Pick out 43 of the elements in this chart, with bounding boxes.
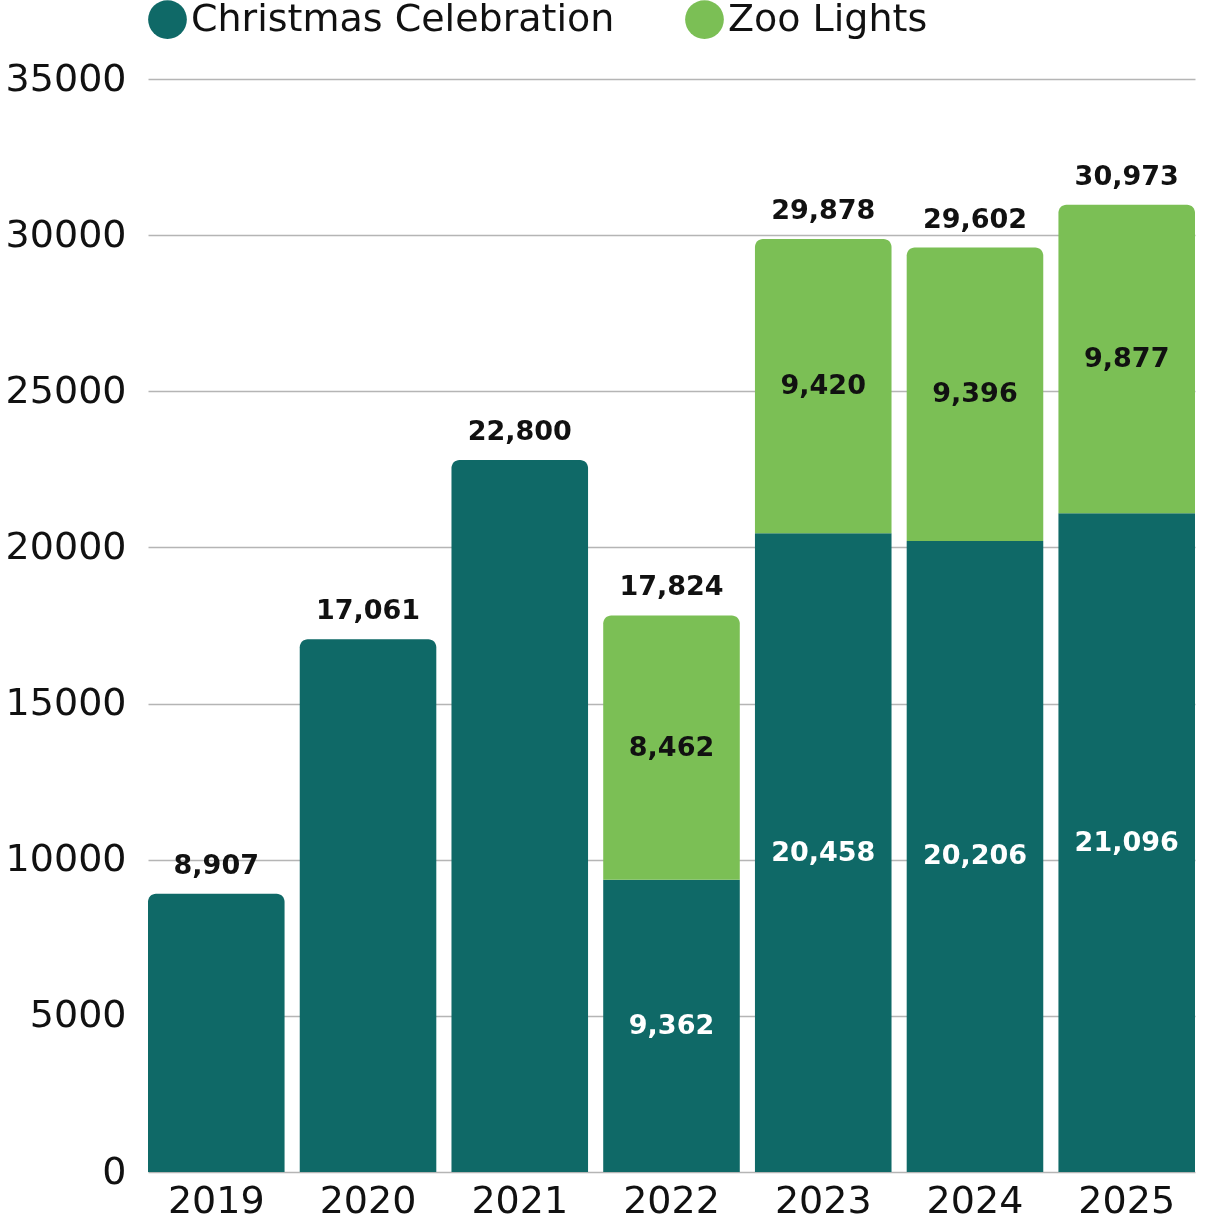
bar <box>754 533 892 1172</box>
y-tick-label: 15000 <box>5 680 127 725</box>
x-tick-label: 2019 <box>167 1177 265 1222</box>
bar <box>906 247 1044 541</box>
y-tick-label: 30000 <box>5 211 127 256</box>
y-tick-label: 25000 <box>5 367 127 412</box>
bar <box>754 238 892 534</box>
bar <box>1058 513 1195 1172</box>
bar <box>603 879 740 1172</box>
x-tick-label: 2024 <box>926 1177 1024 1222</box>
legend-label: Christmas Celebration <box>191 0 615 40</box>
bar <box>451 459 589 1172</box>
bar <box>299 639 437 1172</box>
data-label: 20,458 <box>771 835 876 867</box>
total-label: 30,973 <box>1074 159 1179 191</box>
x-tick-label: 2020 <box>319 1177 417 1222</box>
total-label: 17,061 <box>315 594 421 626</box>
bar <box>603 615 740 880</box>
total-label: 8,907 <box>173 848 259 880</box>
total-label: 29,878 <box>771 193 876 225</box>
y-tick-label: 5000 <box>29 992 127 1037</box>
x-tick-label: 2022 <box>623 1177 720 1222</box>
bar <box>1058 204 1195 514</box>
total-label: 22,800 <box>467 414 572 446</box>
total-label: 17,824 <box>619 570 724 602</box>
y-tick-label: 35000 <box>5 55 127 100</box>
data-label: 8,462 <box>628 730 715 762</box>
data-label: 9,877 <box>1084 341 1170 373</box>
x-tick-label: 2025 <box>1078 1177 1176 1222</box>
data-label: 21,096 <box>1074 825 1179 857</box>
bar <box>148 893 285 1172</box>
data-label: 9,362 <box>628 1008 715 1040</box>
data-label: 20,206 <box>922 839 1028 871</box>
data-label: 9,420 <box>780 369 866 401</box>
total-label: 29,602 <box>922 202 1028 234</box>
y-tick-label: 20000 <box>5 523 127 568</box>
y-tick-label: 0 <box>102 1148 127 1193</box>
y-tick-label: 10000 <box>5 836 127 881</box>
bar <box>906 541 1044 1172</box>
x-tick-label: 2021 <box>471 1177 569 1222</box>
x-tick-label: 2023 <box>774 1177 872 1222</box>
data-label: 9,396 <box>932 377 1018 409</box>
legend-label: Zoo Lights <box>728 0 928 40</box>
